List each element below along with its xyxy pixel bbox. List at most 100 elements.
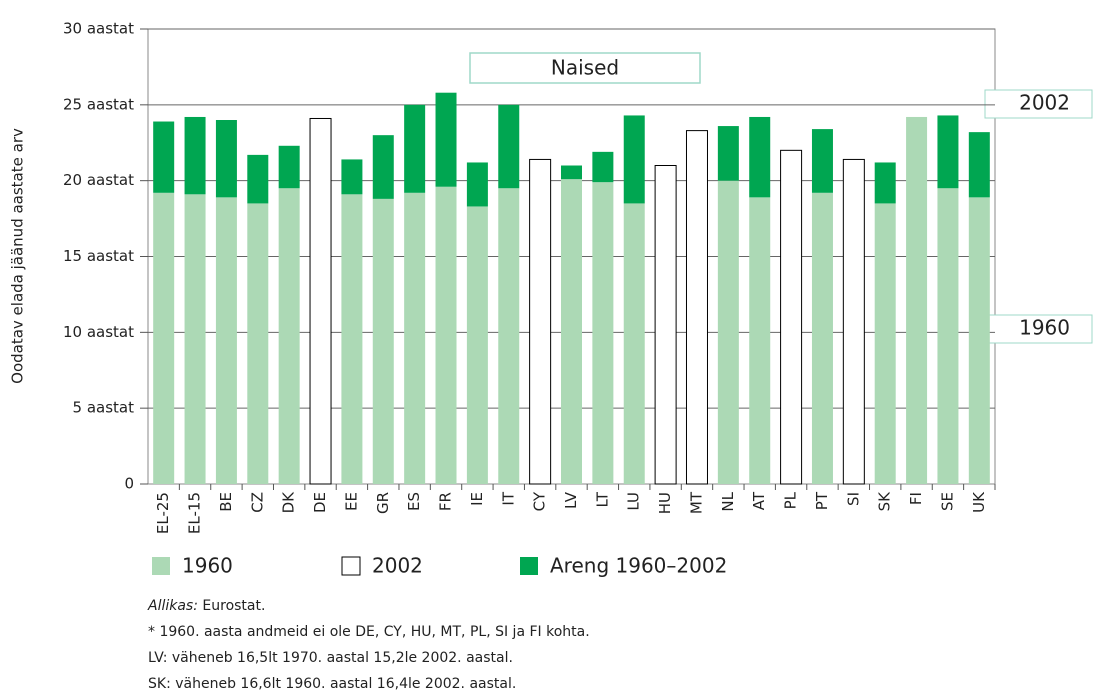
bar <box>184 194 206 485</box>
note: * 1960. aasta andmeid ei ole DE, CY, HU,… <box>148 624 590 640</box>
bar <box>498 104 520 189</box>
bar <box>968 132 990 198</box>
source-label: Allikas: <box>147 598 198 614</box>
bar <box>247 203 269 484</box>
x-tick-label: NL <box>719 491 737 511</box>
bar <box>278 188 300 484</box>
bar <box>435 92 457 187</box>
y-tick-label: 10 aastat <box>63 323 134 341</box>
x-tick-label: LU <box>625 492 643 511</box>
bar <box>466 206 488 484</box>
x-tick-label: ES <box>405 492 423 511</box>
bar <box>153 192 175 485</box>
bar <box>435 186 457 484</box>
x-tick-label: MT <box>687 491 705 514</box>
legend-label: 2002 <box>372 554 423 578</box>
bar <box>749 116 771 198</box>
bar <box>184 116 206 195</box>
x-tick-label: LV <box>562 491 580 509</box>
bar <box>937 188 959 484</box>
x-tick-label: PT <box>813 491 831 510</box>
bar <box>717 180 739 484</box>
bar <box>372 198 394 484</box>
bar <box>717 126 739 181</box>
bar <box>341 159 363 195</box>
bar <box>623 115 645 204</box>
bar <box>780 149 803 485</box>
note: LV: väheneb 16,5lt 1970. aastal 15,2le 2… <box>148 650 513 666</box>
x-tick-label: EE <box>342 492 360 511</box>
bar <box>247 154 269 204</box>
bar <box>404 192 426 485</box>
bar <box>466 162 488 207</box>
y-tick-label: 20 aastat <box>63 171 134 189</box>
x-tick-label: IT <box>499 491 517 505</box>
source: Allikas: Eurostat. <box>147 598 265 614</box>
y-axis-title: Oodatav elada jäänud aastate arv <box>9 128 27 384</box>
annotation: Naised <box>551 56 619 80</box>
x-tick-label: IE <box>468 492 486 506</box>
x-tick-label: FR <box>437 492 455 511</box>
x-tick-label: AT <box>750 491 768 510</box>
bar <box>529 158 552 485</box>
bar <box>654 165 677 485</box>
bar <box>874 203 896 484</box>
bar <box>811 192 833 485</box>
x-tick-label: CZ <box>248 492 266 513</box>
annotation-box <box>469 52 701 84</box>
x-tick-label: SK <box>876 491 894 512</box>
right-label: 1960 <box>1019 316 1070 340</box>
bar <box>153 121 175 193</box>
bar <box>341 194 363 485</box>
y-tick-label: 0 <box>124 475 134 493</box>
source-text: Eurostat. <box>202 598 265 614</box>
right-label: 2002 <box>1019 91 1070 115</box>
bar <box>685 130 708 485</box>
legend-label: Areng 1960–2002 <box>550 554 727 578</box>
x-tick-label: BE <box>217 492 235 512</box>
bar <box>372 135 394 199</box>
bar <box>874 162 896 204</box>
legend-swatch <box>341 556 361 576</box>
y-tick-label: 15 aastat <box>63 247 134 265</box>
right-label-box <box>984 89 1093 119</box>
y-tick-label: 5 aastat <box>73 399 135 417</box>
bar <box>309 117 332 485</box>
x-tick-label: UK <box>970 491 988 513</box>
bar <box>906 116 928 484</box>
legend-swatch <box>152 557 170 575</box>
bar <box>968 197 990 484</box>
legend-label: 1960 <box>182 554 233 578</box>
bar <box>842 158 865 485</box>
x-tick-label: DE <box>311 492 329 513</box>
bar <box>278 145 300 189</box>
bar <box>623 203 645 484</box>
note: SK: väheneb 16,6lt 1960. aastal 16,4le 2… <box>148 676 516 692</box>
bar <box>215 120 237 198</box>
x-tick-label: HU <box>656 492 674 514</box>
bar <box>404 104 426 193</box>
x-tick-label: SI <box>844 492 862 506</box>
bar <box>215 197 237 484</box>
bar <box>937 115 959 189</box>
x-tick-label: DK <box>280 491 298 514</box>
y-tick-label: 25 aastat <box>63 95 134 113</box>
legend-swatch <box>520 557 538 575</box>
right-label-box <box>984 314 1093 344</box>
bar <box>561 165 582 180</box>
x-tick-label: PL <box>782 491 800 509</box>
bar <box>498 188 520 484</box>
x-tick-label: CY <box>531 491 549 511</box>
x-tick-label: LT <box>593 491 611 507</box>
x-tick-label: FI <box>907 492 925 505</box>
bar <box>592 182 614 484</box>
x-tick-label: EL-15 <box>186 492 204 534</box>
x-tick-label: EL-25 <box>154 492 172 534</box>
y-tick-label: 30 aastat <box>63 20 134 38</box>
x-tick-label: GR <box>374 492 392 514</box>
bar <box>749 197 771 484</box>
bar <box>811 129 833 193</box>
bar <box>592 151 614 183</box>
bar <box>561 179 582 484</box>
